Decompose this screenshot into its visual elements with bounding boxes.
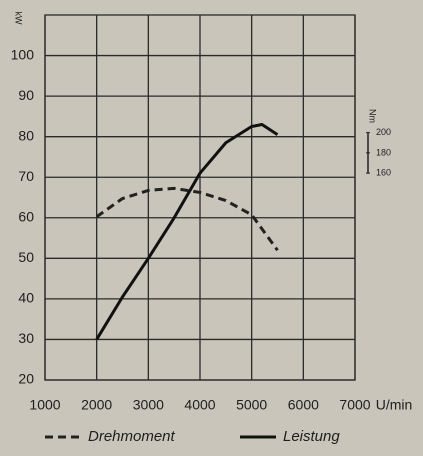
y2-tick-label: 180 bbox=[376, 147, 391, 157]
y2-tick-label: 160 bbox=[376, 168, 391, 178]
y-tick-label: 70 bbox=[18, 168, 34, 184]
x-tick-label: 4000 bbox=[184, 397, 215, 413]
y-tick-label: 90 bbox=[18, 87, 34, 103]
y-tick-label: 20 bbox=[18, 371, 34, 387]
y-tick-label: 50 bbox=[18, 249, 34, 265]
y-tick-label: 40 bbox=[18, 290, 34, 306]
x-tick-label: 5000 bbox=[236, 397, 267, 413]
x-tick-label: 7000 bbox=[339, 397, 370, 413]
series-line bbox=[95, 186, 279, 252]
y-tick-label: 100 bbox=[11, 46, 35, 62]
x-tick-label: 2000 bbox=[81, 397, 112, 413]
x-tick-label: 6000 bbox=[288, 397, 319, 413]
y2-axis-label: Nm bbox=[368, 109, 378, 123]
y-tick-label: 60 bbox=[18, 208, 34, 224]
series-line bbox=[95, 123, 279, 341]
x-axis-label: U/min bbox=[376, 397, 413, 413]
legend-label: Drehmoment bbox=[88, 428, 176, 445]
y-axis-label: kW bbox=[14, 12, 24, 26]
x-tick-label: 3000 bbox=[133, 397, 164, 413]
legend-label: Leistung bbox=[283, 428, 340, 445]
y2-tick-label: 200 bbox=[376, 127, 391, 137]
y-tick-label: 30 bbox=[18, 330, 34, 346]
x-tick-label: 1000 bbox=[29, 397, 60, 413]
y-tick-label: 80 bbox=[18, 127, 34, 143]
